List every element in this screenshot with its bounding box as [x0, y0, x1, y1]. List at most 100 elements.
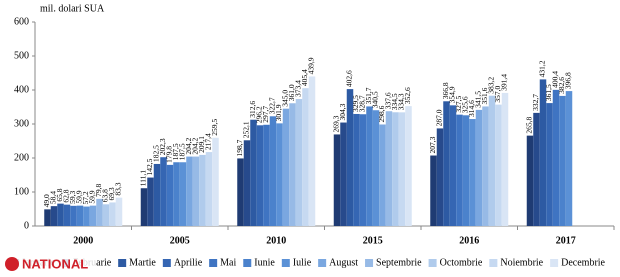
legend-label: Mai — [220, 257, 236, 268]
bar — [405, 106, 412, 226]
value-label: 287,0 — [435, 109, 444, 126]
watermark-bg — [0, 254, 96, 274]
value-label: 209,1 — [197, 136, 206, 153]
bar — [83, 206, 90, 226]
legend-item: Aprilie — [162, 257, 203, 268]
value-label: 352,6 — [403, 87, 412, 104]
bar — [469, 119, 476, 226]
value-label: 65,8 — [55, 188, 64, 201]
value-label: 304,3 — [338, 103, 347, 120]
legend-label: Noiembrie — [500, 257, 543, 268]
value-label: 341,5 — [474, 91, 483, 108]
value-label: 439,9 — [307, 57, 316, 74]
bar — [398, 112, 406, 226]
legend-label: Decembrie — [561, 257, 605, 268]
bar — [495, 104, 502, 226]
bar — [289, 103, 296, 226]
bar — [276, 123, 283, 226]
bar — [76, 205, 84, 226]
y-tick-label: 0 — [24, 220, 29, 231]
y-tick-label: 400 — [14, 84, 29, 95]
legend-label: August — [329, 257, 358, 268]
bar — [173, 162, 180, 226]
bar — [89, 205, 97, 226]
legend-swatch — [243, 259, 252, 267]
value-label: 49,0 — [42, 194, 51, 207]
value-label: 314,6 — [467, 100, 476, 117]
value-label: 400,4 — [551, 71, 560, 88]
value-label: 383,2 — [487, 77, 496, 94]
legend-label: Aprilie — [174, 257, 203, 268]
x-tick-label: 2010 — [266, 235, 286, 246]
value-label: 431,2 — [538, 60, 547, 77]
legend-item: Decembrie — [550, 257, 606, 268]
legend-item: Iulie — [281, 257, 312, 268]
value-label: 351,6 — [480, 87, 489, 104]
value-label: 79,8 — [94, 183, 103, 196]
value-label: 328,7 — [358, 95, 367, 112]
y-axis-label: mil. dolari SUA — [40, 3, 105, 14]
bar — [552, 89, 560, 226]
value-label: 327,5 — [454, 96, 463, 113]
bar — [539, 79, 547, 226]
bar — [353, 113, 360, 226]
bar — [565, 91, 573, 226]
value-label: 373,4 — [294, 80, 303, 97]
value-label: 265,8 — [525, 117, 534, 134]
value-label: 322,7 — [268, 97, 277, 114]
value-label: 354,9 — [448, 86, 457, 103]
value-label: 337,6 — [384, 92, 393, 109]
bar — [250, 119, 257, 226]
value-label: 357,0 — [493, 85, 502, 102]
legend-label: Martie — [129, 257, 156, 268]
legend-item: Noiembrie — [489, 257, 544, 268]
bar — [205, 152, 213, 226]
legend-item: Octombrie — [428, 257, 483, 268]
legend: IanuarieFebruarieMartieAprilieMaiIunieIu… — [11, 257, 606, 268]
value-label: 111,1 — [139, 170, 148, 187]
bar — [63, 204, 71, 226]
bar — [186, 156, 193, 226]
bar — [192, 156, 200, 226]
legend-swatch — [162, 259, 171, 267]
value-label: 297,7 — [261, 106, 270, 123]
bar — [282, 108, 290, 226]
value-label: 58,4 — [49, 191, 58, 204]
bar — [430, 155, 437, 226]
bar — [372, 110, 380, 226]
value-label: 62,8 — [62, 189, 71, 202]
x-tick-label: 2017 — [556, 235, 576, 246]
value-label: 202,3 — [158, 138, 167, 155]
value-label: 204,2 — [191, 137, 200, 154]
bar — [449, 105, 457, 226]
bar — [379, 124, 386, 226]
bar — [340, 122, 347, 226]
bar — [44, 209, 51, 226]
value-label: 296,2 — [255, 106, 264, 123]
bar — [302, 88, 309, 226]
legend-swatch — [318, 259, 327, 267]
value-label: 396,8 — [564, 72, 573, 89]
value-label: 301,9 — [274, 104, 283, 121]
value-label: 332,7 — [531, 94, 540, 111]
value-label: 382,6 — [557, 77, 566, 94]
legend-swatch — [428, 259, 437, 267]
legend-item: Martie — [118, 257, 156, 268]
bar — [70, 205, 77, 226]
x-tick-label: 2015 — [363, 235, 383, 246]
value-label: 142,5 — [145, 158, 154, 175]
x-tick-label: 2000 — [73, 235, 93, 246]
value-label: 57,2 — [81, 191, 90, 204]
bar — [392, 112, 399, 226]
value-label: 83,3 — [114, 182, 123, 195]
value-label: 207,3 — [428, 136, 437, 153]
bar — [308, 76, 316, 227]
value-label: 187,5 — [178, 143, 187, 160]
value-label: 63,8 — [101, 189, 110, 202]
bar — [366, 106, 373, 226]
legend-swatch — [365, 259, 374, 267]
value-label: 351,7 — [364, 87, 373, 104]
legend-swatch — [550, 259, 559, 267]
legend-swatch — [281, 259, 290, 267]
